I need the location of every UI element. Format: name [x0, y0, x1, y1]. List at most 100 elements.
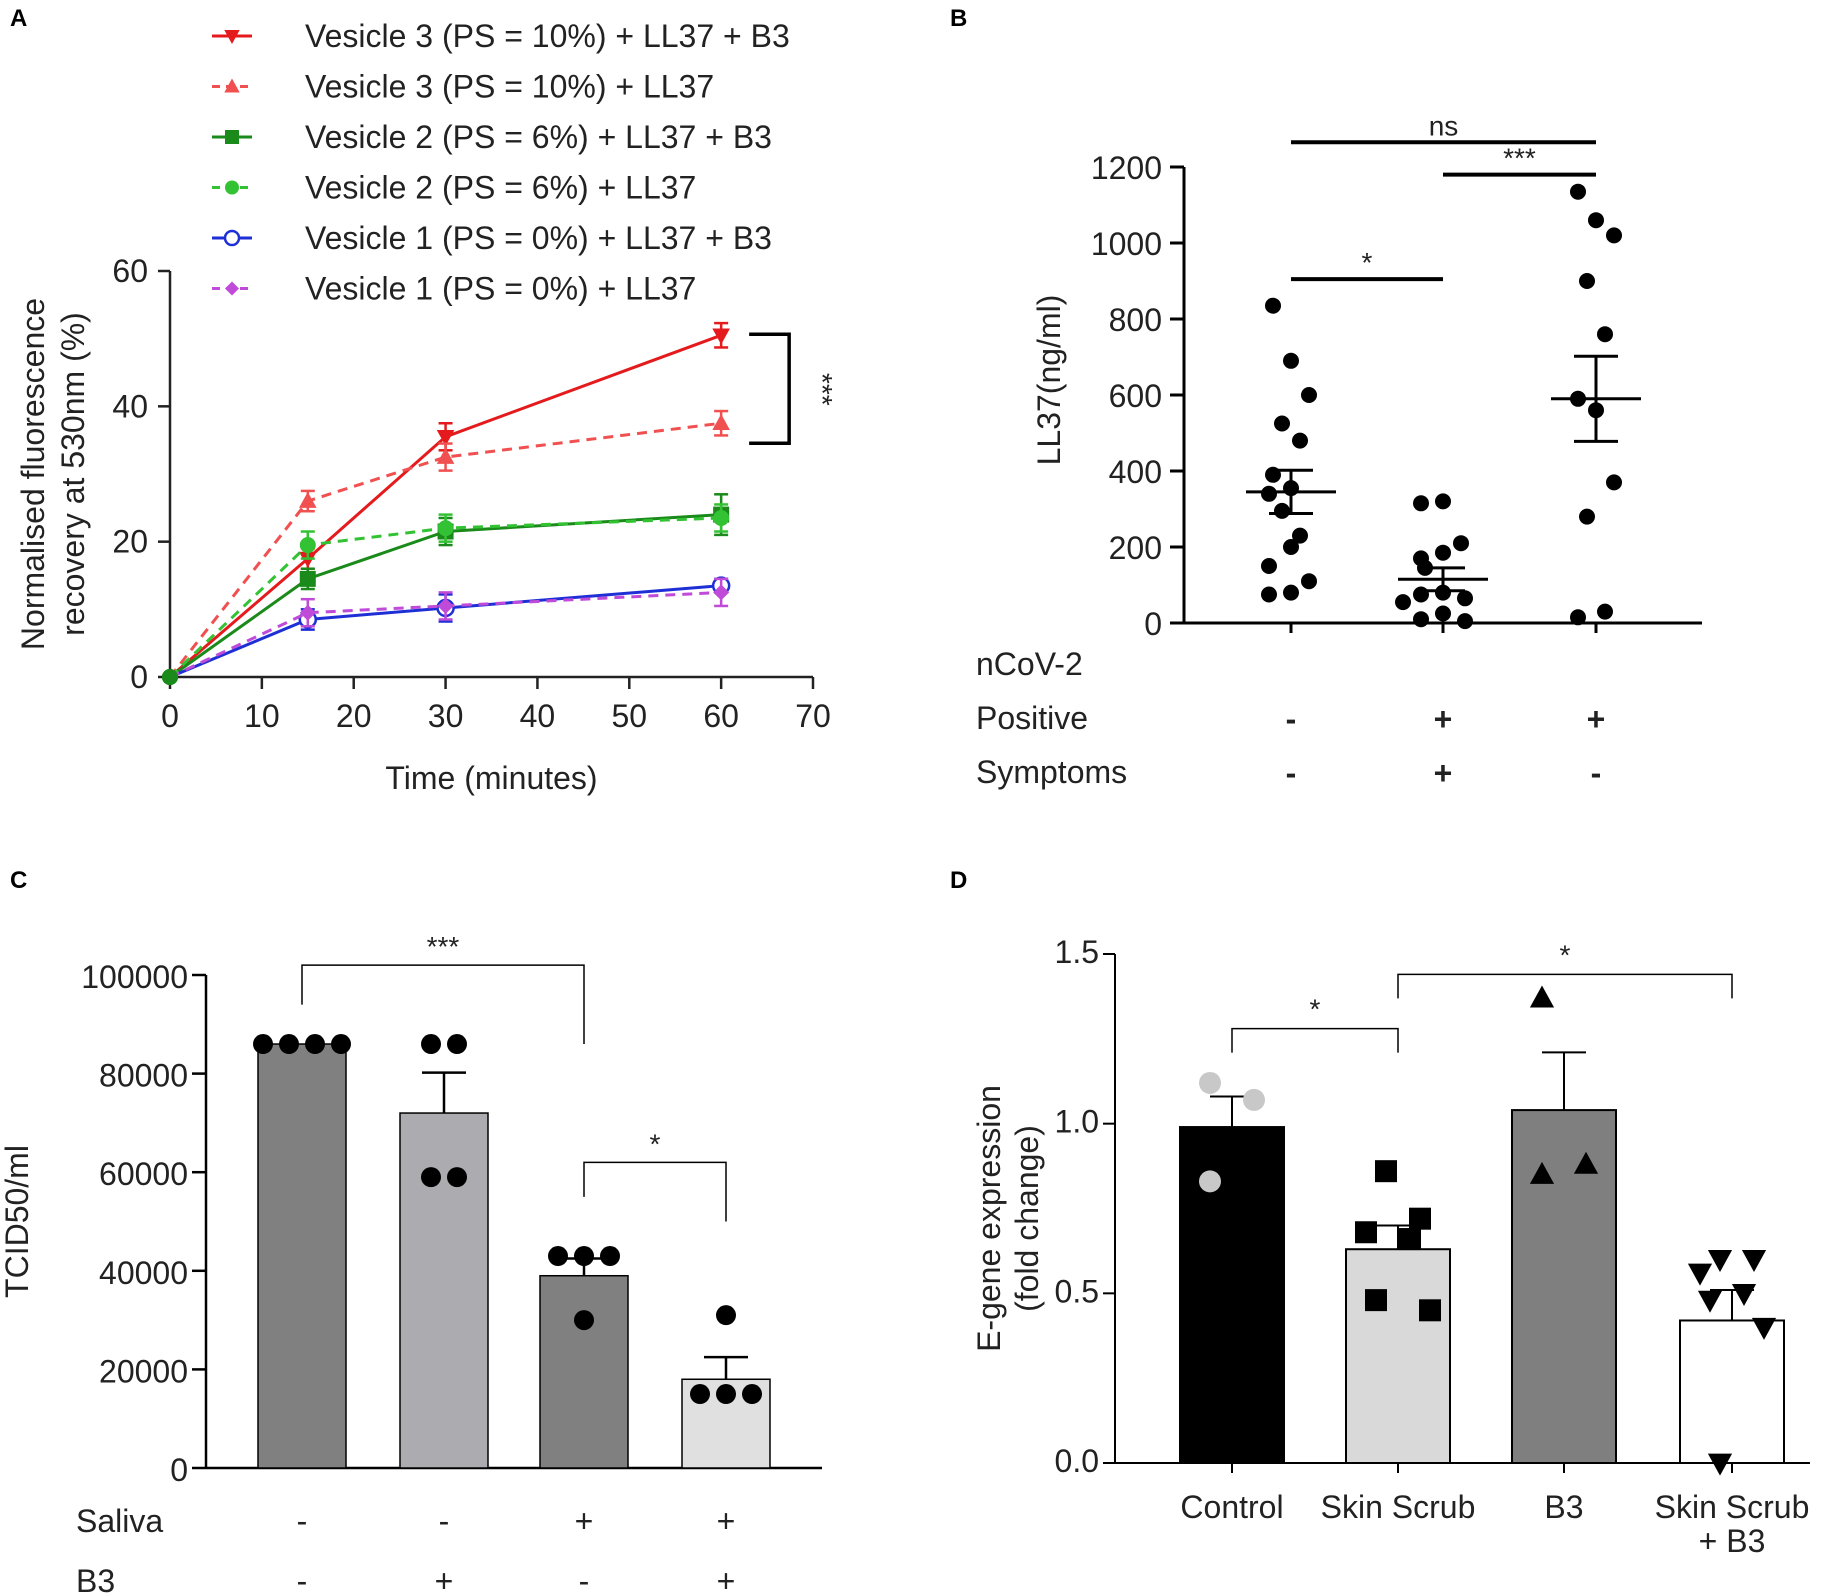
a-x-tick-label: 60 [703, 698, 739, 734]
c-bar [539, 1274, 629, 1469]
a-legend-marker [223, 229, 241, 247]
c-row-label: Saliva [76, 1503, 163, 1539]
a-series-line [168, 516, 722, 679]
c-y-tick-label: 0 [170, 1452, 188, 1488]
b-data-point [1283, 584, 1299, 601]
b-positive-sign: + [1587, 701, 1606, 737]
d-bar [1345, 1248, 1451, 1464]
c-data-point [331, 1034, 351, 1055]
c-significance-text: *** [427, 931, 460, 962]
d-x-category-label-line: Skin Scrub [1655, 1489, 1810, 1525]
d-data-point [1529, 1161, 1555, 1184]
a-y-axis-title-line: recovery at 530nm (%) [55, 312, 91, 636]
a-legend-marker [225, 130, 239, 144]
b-data-point [1597, 326, 1613, 343]
a-x-tick-label: 70 [795, 698, 831, 734]
b-data-point [1570, 183, 1586, 200]
a-legend-marker [225, 281, 239, 296]
a-data-point [298, 491, 317, 508]
c-b3-sign: + [435, 1563, 454, 1596]
b-positive-sign: + [1434, 701, 1453, 737]
a-data-point [162, 669, 178, 685]
b-data-point [1283, 352, 1299, 369]
a-data-point [712, 414, 730, 431]
d-significance-bracket [1231, 1027, 1399, 1053]
a-series: Vesicle 2 (PS = 6%) + LL37 [162, 170, 730, 685]
b-data-point [1435, 584, 1451, 601]
panel-d-bar-chart: 0.0 0.5 1.0 1.5 E-gene expression(fold chang… [971, 934, 1810, 1559]
c-bar-group: ++ [681, 1305, 771, 1596]
a-y-tick-label: 0 [130, 659, 148, 695]
b-row-label: Positive [976, 700, 1088, 736]
a-legend-label: Vesicle 3 (PS = 10%) + LL37 [305, 69, 714, 105]
d-significance-text: * [1560, 939, 1571, 970]
d-data-point [1419, 1299, 1441, 1322]
d-y-axis-title-line: E-gene expression [971, 1085, 1007, 1352]
d-data-point [1707, 1250, 1733, 1273]
b-data-point [1435, 544, 1451, 561]
b-data-point [1413, 586, 1429, 603]
b-data-point [1395, 594, 1411, 611]
a-series: Vesicle 1 (PS = 0%) + LL37 [162, 271, 730, 685]
c-data-point [253, 1034, 273, 1055]
panel-a-line-chart: 0 20 40 60 0 10 20 30 40 50 60 70 Time (minutes) Norm… [15, 18, 838, 796]
d-x-category-label: Control [1180, 1489, 1283, 1525]
d-data-point [1687, 1263, 1713, 1286]
d-data-point [1243, 1088, 1265, 1111]
b-group: -- [1246, 297, 1336, 791]
c-saliva-sign: + [575, 1503, 594, 1539]
c-data-point [447, 1034, 467, 1055]
b-y-tick-label: 600 [1109, 378, 1162, 414]
b-symptoms-sign: - [1591, 755, 1602, 791]
a-data-point [713, 584, 730, 601]
a-y-axis-title: Normalised fluorescence recovery at 530nm… [15, 298, 91, 650]
a-data-point [299, 537, 316, 554]
c-bar-group: -+ [399, 1034, 489, 1596]
a-y-axis-title-line: Normalised fluorescence [15, 298, 51, 650]
c-data-point [716, 1384, 736, 1405]
d-x-category-label-line: B3 [1544, 1489, 1583, 1525]
d-x-category-label: B3 [1544, 1489, 1583, 1525]
a-x-tick-label: 10 [244, 698, 280, 734]
b-data-point [1588, 212, 1604, 229]
a-significance-bracket [749, 332, 791, 445]
d-data-point [1697, 1290, 1723, 1313]
a-series-line [169, 333, 722, 679]
b-data-point [1413, 495, 1429, 512]
panel-label-d: D [950, 867, 967, 894]
d-x-category-label: Skin Scrub [1321, 1489, 1476, 1525]
c-significance-text: * [650, 1128, 661, 1159]
a-x-tick-label: 20 [336, 698, 372, 734]
a-series: Vesicle 3 (PS = 10%) + LL37 + B3 [162, 18, 790, 685]
b-data-point [1292, 432, 1308, 449]
a-x-tick-label: 0 [161, 698, 179, 734]
b-data-point [1261, 485, 1277, 502]
b-group: +- [1551, 183, 1641, 791]
panel-b-scatter-chart: 0 200 400 600 800 1000 1200 LL37(ng/ml) nCoV-2 Po… [976, 110, 1702, 791]
a-series-line [169, 590, 722, 679]
a-data-point [436, 429, 455, 446]
panel-c-bar-chart: 0 20000 40000 60000 80000 100000 TCID50/ml Sali… [0, 931, 822, 1596]
d-bar-group: Skin Scrub [1321, 1160, 1476, 1525]
d-bar-group: Skin Scrub + B3 [1655, 1250, 1810, 1559]
a-legend-label: Vesicle 1 (PS = 0%) + LL37 [305, 271, 696, 307]
b-data-point [1453, 535, 1469, 552]
b-data-point [1606, 227, 1622, 244]
b-data-point [1292, 527, 1308, 544]
b-data-point [1457, 590, 1473, 607]
c-b3-sign: + [717, 1563, 736, 1596]
a-legend-marker [224, 78, 240, 93]
a-legend-label: Vesicle 2 (PS = 6%) + LL37 + B3 [305, 119, 772, 155]
a-significance-stars: *** [807, 373, 838, 406]
c-data-point [447, 1167, 467, 1188]
c-data-point [574, 1310, 594, 1331]
c-bar-group: +- [539, 1246, 629, 1596]
c-data-point [548, 1246, 568, 1267]
a-x-tick-label: 40 [520, 698, 556, 734]
d-y-axis-title: E-gene expression(fold change) [971, 1085, 1045, 1352]
a-legend-label: Vesicle 2 (PS = 6%) + LL37 [305, 170, 696, 206]
a-data-point [299, 570, 316, 587]
b-row-label: Symptoms [976, 754, 1127, 790]
c-data-point [716, 1305, 736, 1326]
